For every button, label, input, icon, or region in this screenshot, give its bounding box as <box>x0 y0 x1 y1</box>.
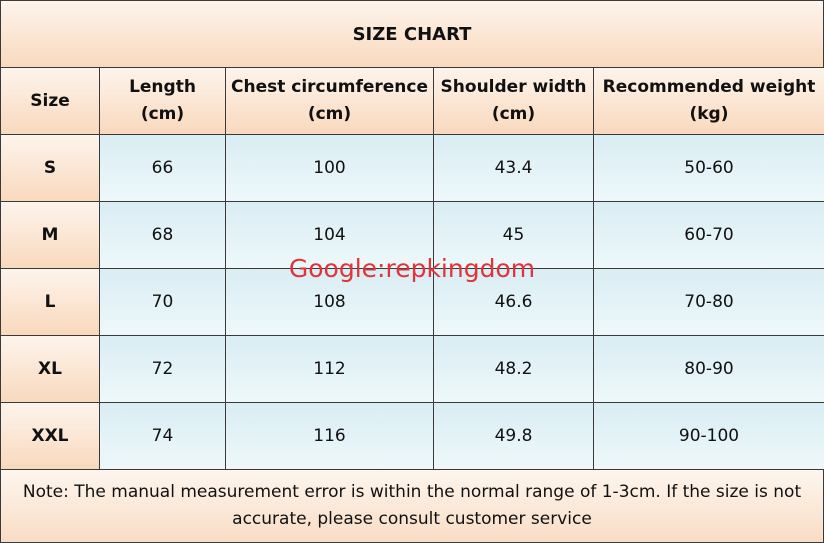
cell-text: 112 <box>313 359 346 379</box>
data-cell: 50-60 <box>593 134 824 202</box>
header-text: (cm) <box>140 104 185 124</box>
cell-text: 68 <box>151 225 174 245</box>
header-cell: Shoulder width (cm) <box>433 67 594 135</box>
cell-text: 72 <box>151 359 174 379</box>
header-text: Recommended weight <box>602 77 816 97</box>
size-cell: XXL <box>0 402 100 470</box>
size-label: XXL <box>31 426 69 446</box>
data-cell: 108 <box>225 268 434 336</box>
cell-text: 45 <box>502 225 525 245</box>
data-cell: 116 <box>225 402 434 470</box>
size-cell: L <box>0 268 100 336</box>
data-cell: 74 <box>99 402 226 470</box>
header-cell: Length (cm) <box>99 67 226 135</box>
header-text: (cm) <box>491 104 536 124</box>
cell-text: 108 <box>313 292 346 312</box>
cell-text: 104 <box>313 225 346 245</box>
size-label: S <box>43 158 57 178</box>
size-label: XL <box>38 359 62 379</box>
data-cell: 80-90 <box>593 335 824 403</box>
title-cell: SIZE CHART <box>0 0 824 68</box>
data-cell: 104 <box>225 201 434 269</box>
cell-text: 60-70 <box>684 225 734 245</box>
header-text: Length <box>129 77 196 97</box>
header-text: (cm) <box>307 104 352 124</box>
cell-text: 80-90 <box>684 359 734 379</box>
header-cell: Recommended weight (kg) <box>593 67 824 135</box>
cell-text: 46.6 <box>494 292 533 312</box>
header-text: Size <box>30 90 70 111</box>
header-text: Shoulder width <box>440 77 587 97</box>
data-cell: 90-100 <box>593 402 824 470</box>
data-cell: 60-70 <box>593 201 824 269</box>
data-cell: 70-80 <box>593 268 824 336</box>
data-cell: 72 <box>99 335 226 403</box>
data-cell: 100 <box>225 134 434 202</box>
data-cell: 66 <box>99 134 226 202</box>
cell-text: 43.4 <box>494 158 533 178</box>
cell-text: 49.8 <box>494 426 533 446</box>
data-cell: 112 <box>225 335 434 403</box>
note: Note: The manual measurement error is wi… <box>22 481 802 529</box>
size-cell: S <box>0 134 100 202</box>
data-cell: 70 <box>99 268 226 336</box>
cell-text: 50-60 <box>684 158 734 178</box>
cell-text: 90-100 <box>678 426 740 446</box>
header-cell: Size <box>0 67 100 135</box>
data-cell: 46.6 <box>433 268 594 336</box>
data-cell: 43.4 <box>433 134 594 202</box>
data-cell: 49.8 <box>433 402 594 470</box>
cell-text: 66 <box>151 158 174 178</box>
title: SIZE CHART <box>352 23 472 45</box>
size-label: M <box>41 225 59 245</box>
data-cell: 68 <box>99 201 226 269</box>
data-cell: 45 <box>433 201 594 269</box>
cell-text: 48.2 <box>494 359 533 379</box>
size-cell: XL <box>0 335 100 403</box>
header-cell: Chest circumference (cm) <box>225 67 434 135</box>
cell-text: 70-80 <box>684 292 734 312</box>
cell-text: 116 <box>313 426 346 446</box>
cell-text: 74 <box>151 426 174 446</box>
header-text: Chest circumference <box>230 77 428 97</box>
header-text: (kg) <box>689 104 729 124</box>
cell-text: 100 <box>313 158 346 178</box>
data-cell: 48.2 <box>433 335 594 403</box>
cell-text: 70 <box>151 292 174 312</box>
size-label: L <box>44 292 56 312</box>
note-cell: Note: The manual measurement error is wi… <box>0 468 824 543</box>
size-cell: M <box>0 201 100 269</box>
